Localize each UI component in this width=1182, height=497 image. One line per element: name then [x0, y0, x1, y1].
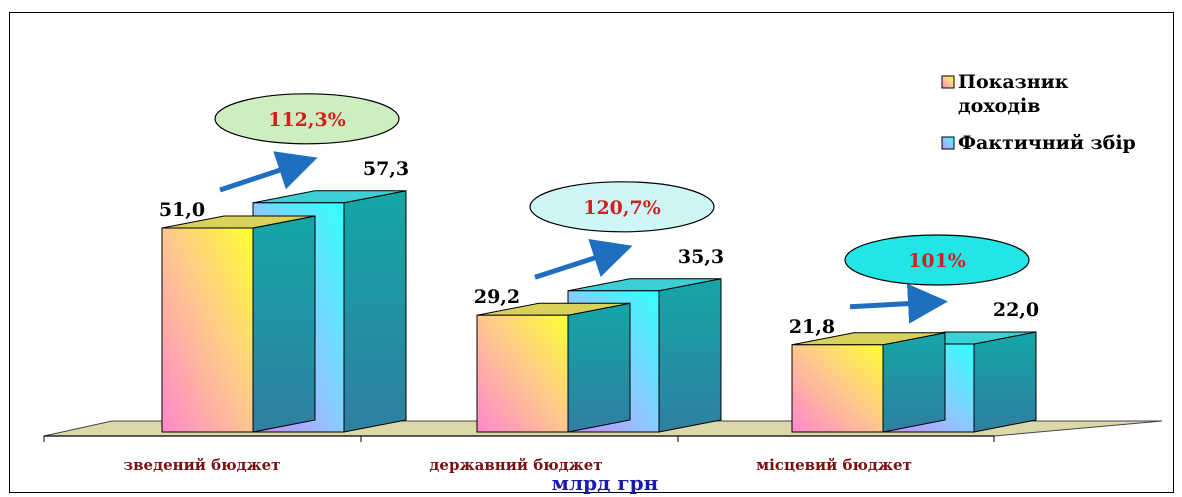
- value-label: 21,8: [789, 316, 835, 338]
- percentage-label: 101%: [908, 250, 966, 272]
- percentage-label: 112,3%: [268, 109, 346, 131]
- category-label: державний бюджет: [429, 456, 602, 474]
- legend-label-series1: Показник: [958, 71, 1069, 93]
- growth-arrow: [849, 283, 948, 324]
- value-label: 35,3: [678, 246, 724, 268]
- bar: [791, 332, 946, 433]
- legend: Показник доходів Фактичний збір: [941, 71, 1136, 154]
- x-axis-title: млрд грн: [552, 471, 659, 495]
- legend-swatch-series2: [941, 136, 955, 150]
- bar-front: [791, 344, 884, 433]
- category-label: місцевий бюджет: [756, 456, 912, 474]
- bar-side: [252, 215, 316, 433]
- percentage-ellipse: [844, 234, 1030, 286]
- value-label: 29,2: [474, 286, 520, 308]
- bar-front: [476, 314, 569, 433]
- bar: [476, 302, 631, 433]
- bar-side: [658, 278, 722, 433]
- legend-label-series1-line2: доходів: [958, 95, 1040, 117]
- legend-swatch-series1: [941, 75, 955, 89]
- percentage-ellipse: [214, 93, 400, 145]
- chart-frame: [9, 12, 1174, 493]
- bar-side: [882, 332, 946, 433]
- value-label: 51,0: [159, 199, 205, 221]
- percentage-label: 120,7%: [583, 197, 661, 219]
- bar-front: [161, 227, 254, 433]
- bar: [161, 215, 316, 433]
- percentage-ellipse: [529, 181, 715, 233]
- value-label: 22,0: [993, 299, 1039, 321]
- bar-side: [973, 331, 1037, 433]
- growth-arrow: [534, 238, 633, 280]
- category-label: зведений бюджет: [124, 456, 281, 474]
- growth-arrow: [219, 151, 318, 193]
- legend-label-series2: Фактичний збір: [958, 132, 1136, 154]
- bar-side: [567, 302, 631, 433]
- bar-side: [343, 190, 407, 433]
- value-label: 57,3: [363, 158, 409, 180]
